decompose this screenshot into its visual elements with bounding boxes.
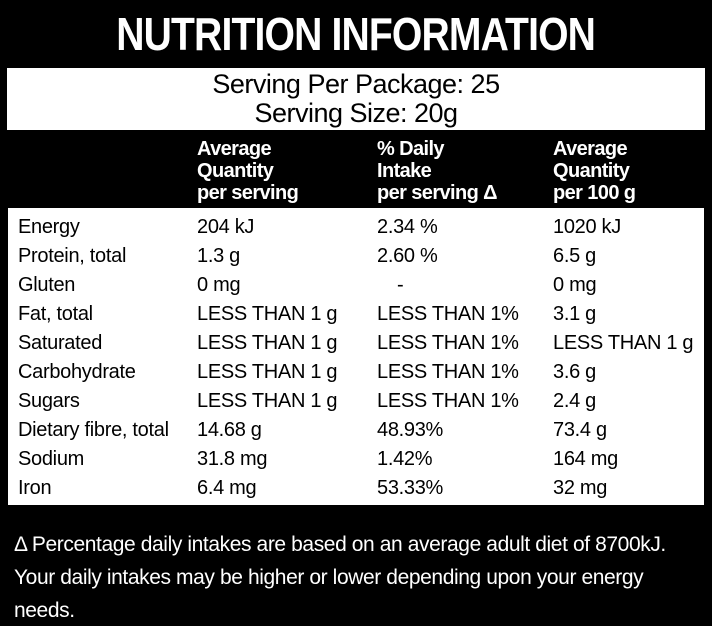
nutrient-name: Dietary fibre, total [18,419,169,441]
value-per-serving: 14.68 g [197,419,262,441]
footnote-band: Δ Percentage daily intakes are based on … [0,505,712,626]
value-per-serving: LESS THAN 1 g [197,361,338,383]
nutrient-name: Carbohydrate [18,361,136,383]
table-row-sodium: Sodium 31.8 mg 1.42% 164 mg [8,445,704,474]
value-daily-intake: 48.93% [377,419,444,441]
title-band: NUTRITION INFORMATION [0,0,712,68]
value-per-serving: 31.8 mg [197,448,268,470]
nutrient-name: Sodium [18,448,85,470]
header-col-nutrient [18,138,197,208]
value-per-serving: 1.3 g [197,245,240,267]
value-daily-intake: - [397,274,404,296]
nutrient-name: Saturated [18,332,103,354]
header-col-avg-per-100g: Average Quantity per 100 g [553,138,636,204]
nutrient-name: Gluten [18,274,76,296]
value-per-100g: 0 mg [553,274,597,296]
table-header: Average Quantity per serving % Daily Int… [0,130,712,208]
table-row-protein: Protein, total 1.3 g 2.60 % 6.5 g [8,242,704,271]
value-per-100g: 3.6 g [553,361,596,383]
table-row-carbohydrate: Carbohydrate LESS THAN 1 g LESS THAN 1% … [8,358,704,387]
nutrient-name: Iron [18,477,52,499]
table-row-sugars: Sugars LESS THAN 1 g LESS THAN 1% 2.4 g [8,387,704,416]
value-per-serving: LESS THAN 1 g [197,332,338,354]
value-per-serving: LESS THAN 1 g [197,390,338,412]
value-per-100g: LESS THAN 1 g [553,332,694,354]
nutrition-table: Energy 204 kJ 2.34 % 1020 kJ Protein, to… [8,208,704,505]
page-title: NUTRITION INFORMATION [116,8,597,60]
value-daily-intake: LESS THAN 1% [377,361,519,383]
value-per-100g: 6.5 g [553,245,596,267]
table-row-dietary-fibre: Dietary fibre, total 14.68 g 48.93% 73.4… [8,416,704,445]
table-row-saturated: Saturated LESS THAN 1 g LESS THAN 1% LES… [8,329,704,358]
value-daily-intake: 2.60 % [377,245,438,267]
value-daily-intake: LESS THAN 1% [377,303,519,325]
nutrient-name: Protein, total [18,245,127,267]
value-daily-intake: LESS THAN 1% [377,332,519,354]
value-per-serving: LESS THAN 1 g [197,303,338,325]
value-per-100g: 2.4 g [553,390,596,412]
nutrient-name: Sugars [18,390,80,412]
value-per-100g: 1020 kJ [553,216,621,238]
value-per-100g: 3.1 g [553,303,596,325]
serving-panel: Serving Per Package: 25 Serving Size: 20… [7,68,705,130]
nutrient-name: Energy [18,216,80,238]
nutrient-name: Fat, total [18,303,93,325]
value-daily-intake: 53.33% [377,477,444,499]
table-row-fat: Fat, total LESS THAN 1 g LESS THAN 1% 3.… [8,300,704,329]
value-per-serving: 6.4 mg [197,477,257,499]
serving-size: Serving Size: 20g [254,98,458,128]
table-row-iron: Iron 6.4 mg 53.33% 32 mg [8,474,704,503]
daily-intake-footnote: Δ Percentage daily intakes are based on … [14,533,666,622]
header-col-daily-intake: % Daily Intake per serving Δ [377,138,498,204]
header-col-avg-per-serving: Average Quantity per serving [197,138,299,204]
value-per-100g: 32 mg [553,477,608,499]
value-daily-intake: LESS THAN 1% [377,390,519,412]
value-daily-intake: 1.42% [377,448,433,470]
value-per-serving: 0 mg [197,274,241,296]
value-per-100g: 73.4 g [553,419,607,441]
table-row-energy: Energy 204 kJ 2.34 % 1020 kJ [8,213,704,242]
value-per-100g: 164 mg [553,448,618,470]
value-daily-intake: 2.34 % [377,216,438,238]
serving-per-package: Serving Per Package: 25 [212,69,500,99]
value-per-serving: 204 kJ [197,216,255,238]
table-row-gluten: Gluten 0 mg - 0 mg [8,271,704,300]
